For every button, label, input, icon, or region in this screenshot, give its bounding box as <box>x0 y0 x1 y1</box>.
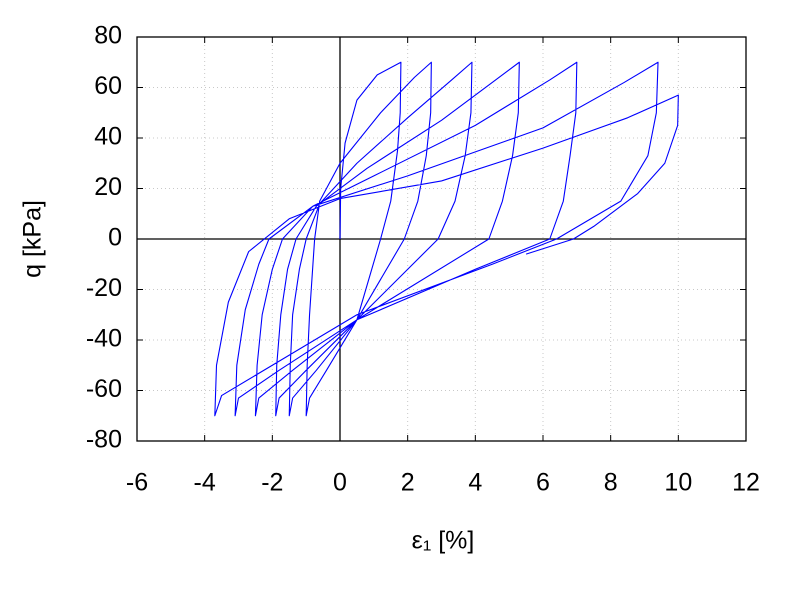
y-tick-label: 60 <box>94 72 122 100</box>
x-tick-label: 0 <box>333 469 347 497</box>
x-tick-label: -2 <box>261 469 283 497</box>
data-line <box>214 61 679 417</box>
x-tick-label: 4 <box>468 469 482 497</box>
x-tick-label: 6 <box>536 469 550 497</box>
x-tick-label: 10 <box>664 469 692 497</box>
y-tick-label: 40 <box>94 123 122 151</box>
y-axis-label: q [kPa] <box>19 200 47 278</box>
y-tick-label: -40 <box>86 325 122 353</box>
x-tick-label: 8 <box>604 469 618 497</box>
y-tick-label: 20 <box>94 173 122 201</box>
x-tick-label: 12 <box>732 469 760 497</box>
y-tick-label: -80 <box>86 426 122 454</box>
y-tick-label: -20 <box>86 274 122 302</box>
x-axis-label: ε₁ [%] <box>412 527 475 555</box>
x-tick-label: -4 <box>194 469 216 497</box>
y-tick-label: 0 <box>108 224 122 252</box>
y-tick-label: 80 <box>94 22 122 50</box>
x-tick-label: 2 <box>401 469 415 497</box>
plot-frame <box>136 36 747 442</box>
y-tick-label: -60 <box>86 375 122 403</box>
x-tick-label: -6 <box>126 469 148 497</box>
